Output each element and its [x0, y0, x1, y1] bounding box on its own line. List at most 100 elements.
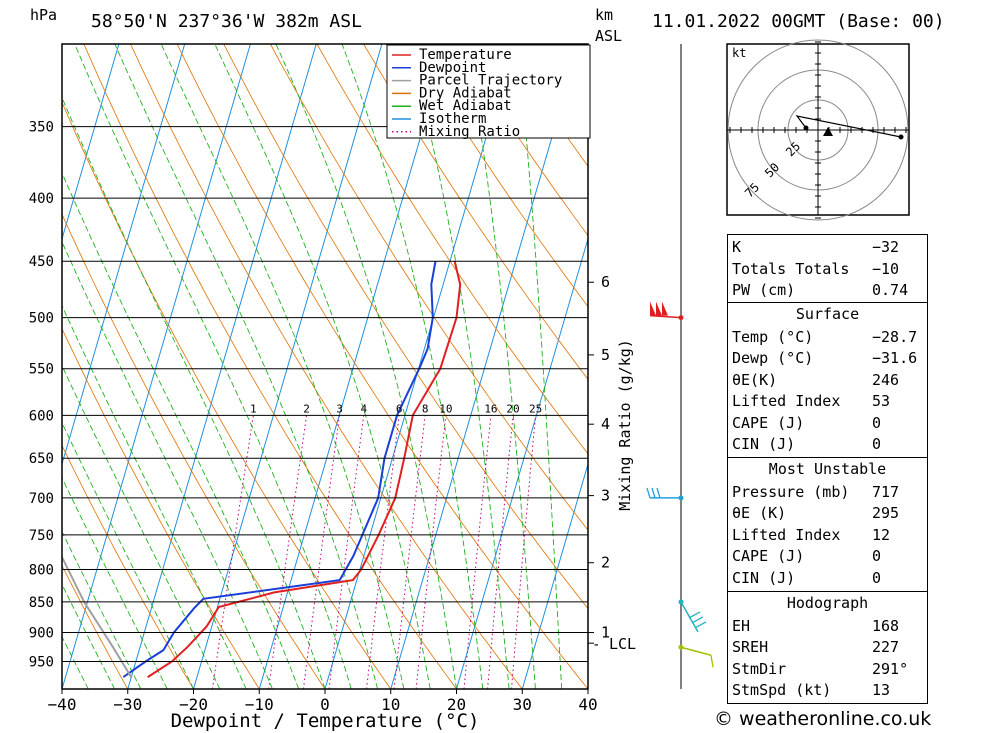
x-tick-label: −20 — [179, 695, 208, 714]
index-row: StmDir 291° — [728, 659, 927, 681]
dewpoint-profile — [122, 261, 437, 678]
height-tick-label: 2 — [601, 554, 610, 572]
legend-label: Parcel Trajectory — [419, 73, 562, 89]
datetime-title: 11.01.2022 00GMT (Base: 00) — [652, 11, 945, 32]
isotherm-line — [127, 44, 317, 689]
pressure-tick-label: 550 — [29, 362, 54, 378]
index-value: 295 — [872, 504, 900, 522]
height-unit-km: km — [595, 6, 613, 24]
index-value: −32 — [872, 238, 900, 256]
dry-adiabat-line — [316, 44, 588, 455]
index-value: 291° — [872, 659, 909, 678]
wind-barb-feather — [694, 621, 707, 629]
mixing-ratio-line — [366, 415, 400, 689]
footer-credit[interactable]: © weatheronline.co.uk — [714, 708, 932, 730]
index-label: Temp (°C) — [732, 327, 814, 346]
height-tick-label: 5 — [601, 346, 610, 364]
index-value: 13 — [872, 681, 891, 699]
index-row: CAPE (J) 0 — [728, 546, 927, 568]
dry-adiabat-line — [363, 44, 588, 380]
wet-adiabat-line — [62, 530, 142, 689]
wet-adiabat-line — [74, 44, 352, 689]
index-label: θE(K) — [732, 370, 778, 389]
wind-barb-feather — [691, 616, 704, 624]
pressure-tick-label: 750 — [29, 528, 54, 544]
dry-adiabat-line — [62, 564, 129, 689]
lcl-dash: - — [592, 637, 600, 653]
index-label: Pressure (mb) — [732, 482, 850, 501]
index-row: Dewp (°C) −31.6 — [728, 348, 927, 370]
hodograph-point — [803, 125, 809, 131]
index-value: 246 — [872, 370, 900, 389]
mixing-ratio-label: 4 — [360, 402, 367, 415]
wet-adiabat-line — [114, 44, 379, 689]
mixing-ratio-label: 6 — [396, 402, 403, 415]
mixing-ratio-axis-title: Mixing Ratio (g/kg) — [616, 339, 634, 511]
surface-panel: Surface Temp (°C) −28.7 Dewp (°C) −31.6 θE(K)… — [727, 302, 928, 458]
pressure-tick-label: 700 — [29, 491, 54, 507]
index-value: 168 — [872, 616, 900, 635]
index-row: StmSpd (kt) 13 — [728, 680, 927, 702]
wet-adiabat-line — [62, 96, 326, 689]
storm-motion-marker — [823, 127, 833, 136]
index-value: 53 — [872, 392, 891, 410]
index-value: 0.74 — [872, 281, 909, 299]
mixing-ratio-line — [511, 415, 537, 689]
panel-title: Hodograph — [786, 594, 869, 612]
pressure-tick-label: 650 — [29, 451, 54, 467]
hodograph-trace — [795, 115, 902, 138]
index-label: CAPE (J) — [732, 413, 805, 432]
pressure-tick-label: 800 — [29, 562, 54, 578]
index-label: SREH — [732, 638, 769, 656]
index-label: K — [732, 238, 742, 256]
height-tick-label: 4 — [601, 415, 610, 433]
index-label: StmDir — [732, 659, 787, 678]
wet-adiabat-line — [406, 44, 510, 689]
dry-adiabat-line — [923, 44, 1000, 689]
general-indices-panel: K −32 Totals Totals −10 PW (cm) 0.74 — [727, 234, 928, 303]
isotherm-line — [258, 44, 449, 689]
temperature-profile — [147, 260, 462, 678]
wind-barb — [649, 314, 682, 319]
index-value: −28.7 — [872, 327, 918, 346]
pressure-tick-label: 900 — [29, 626, 54, 642]
index-value: 12 — [872, 525, 891, 544]
index-row: CAPE (J) 0 — [728, 413, 927, 435]
index-label: EH — [732, 616, 751, 635]
index-value: −10 — [872, 259, 900, 278]
index-row: Pressure (mb) 717 — [728, 482, 927, 504]
index-row: θE(K) 246 — [728, 370, 927, 392]
index-label: CIN (J) — [732, 568, 796, 587]
wet-adiabat-line — [517, 44, 563, 689]
dry-adiabat-line — [456, 44, 588, 237]
dry-adiabat-line — [130, 44, 523, 689]
mixing-ratio-line — [268, 415, 308, 689]
dry-adiabat-line — [83, 44, 457, 689]
wet-adiabat-line — [160, 44, 405, 689]
index-value: −31.6 — [872, 349, 918, 367]
dry-adiabat-line — [270, 44, 588, 531]
mixing-ratio-label: 16 — [484, 402, 497, 415]
index-label: CAPE (J) — [732, 547, 805, 565]
height-tick-label: 3 — [601, 487, 610, 505]
x-tick-label: −40 — [48, 695, 77, 714]
hodograph-unit: kt — [732, 46, 746, 60]
index-row: Lifted Index 53 — [728, 391, 927, 413]
legend-label: Dry Adiabat — [419, 85, 512, 101]
most-unstable-panel: Most Unstable Pressure (mb) 717 θE (K) 295 Li… — [727, 457, 928, 592]
index-label: CIN (J) — [732, 435, 796, 453]
mixing-ratio-label: 2 — [303, 402, 310, 415]
index-value: 0 — [872, 547, 882, 565]
wet-adiabat-line — [341, 44, 484, 689]
x-axis-title: Dewpoint / Temperature (°C) — [171, 710, 480, 732]
x-tick-label: 30 — [513, 695, 532, 714]
wind-barb-feather — [656, 487, 661, 499]
panel-title: Most Unstable — [768, 460, 887, 478]
index-value: 227 — [872, 638, 900, 656]
wind-barb-feather — [651, 487, 656, 499]
index-label: θE (K) — [732, 504, 787, 522]
index-row: EH 168 — [728, 616, 927, 638]
index-row: Temp (°C) −28.7 — [728, 327, 927, 349]
